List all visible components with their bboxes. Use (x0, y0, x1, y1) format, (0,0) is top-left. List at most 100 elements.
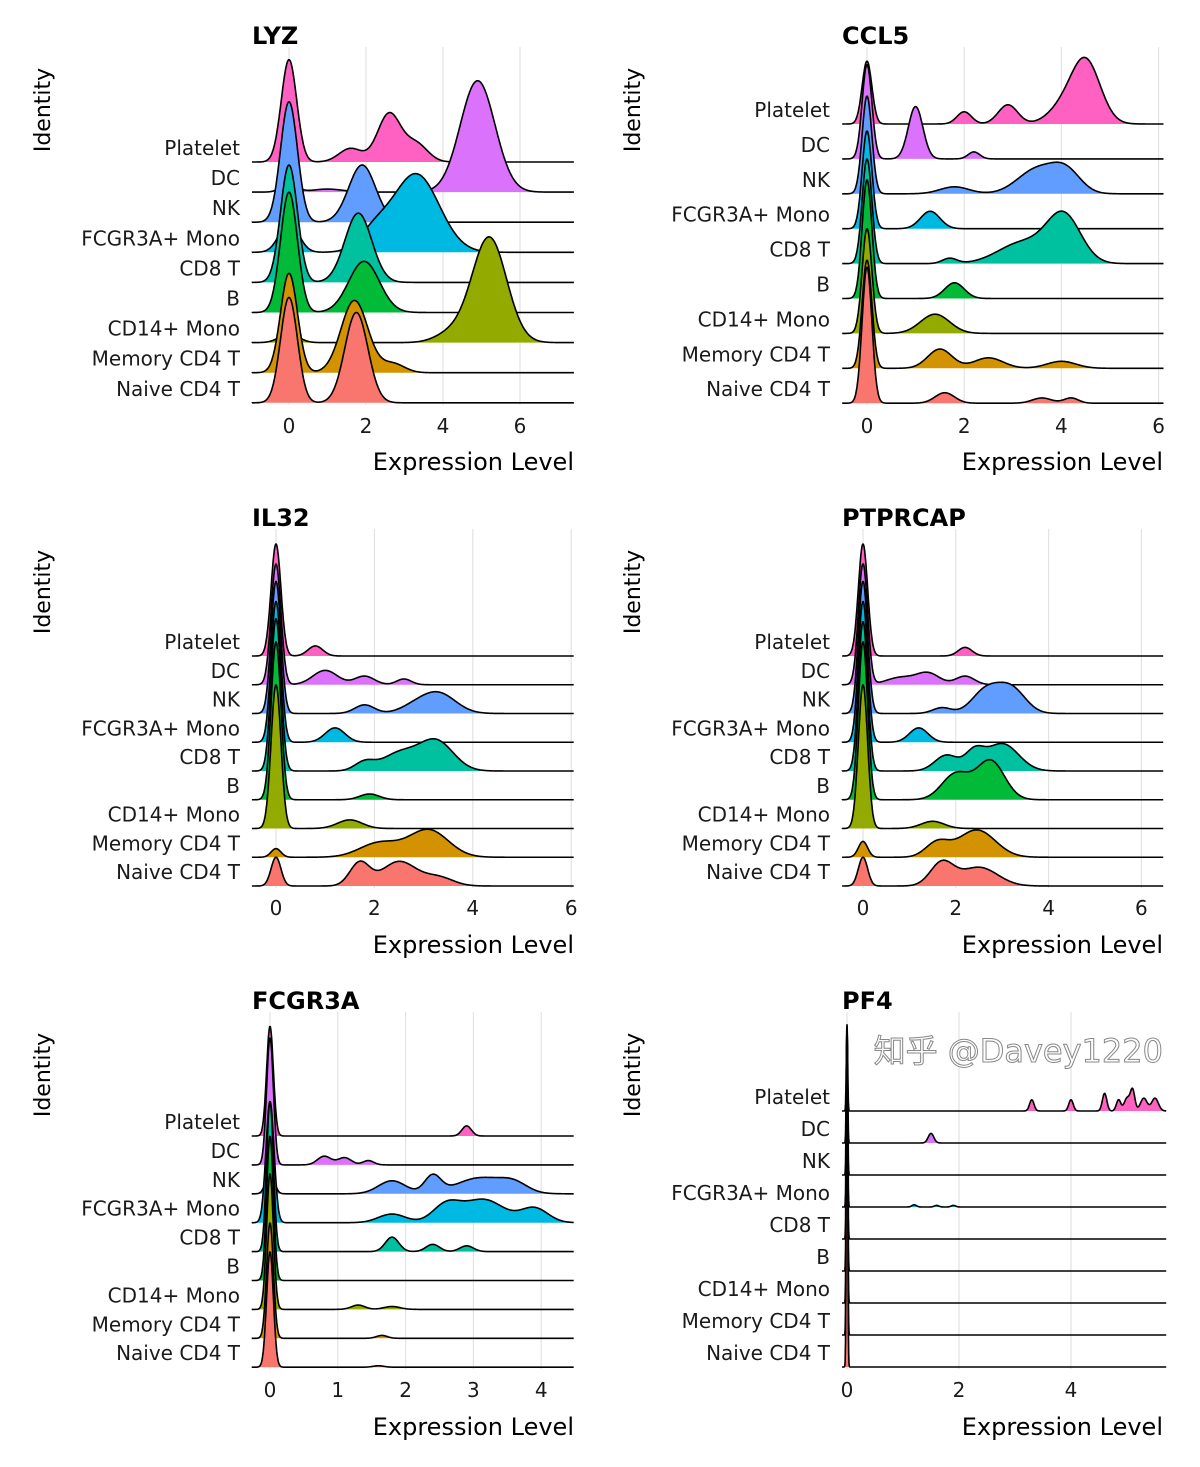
identity-label: DC (801, 133, 830, 157)
x-tick-label: 4 (437, 414, 450, 438)
x-axis-label: Expression Level (962, 1413, 1163, 1441)
panel-lyz: Platelet DC NK FCGR3A+ Mono CD8 T B CD14+ Mono… (31, 22, 575, 476)
identity-label: B (816, 1245, 830, 1269)
ridge-line-fcgr3a-mono (842, 130, 1164, 230)
ridge-line-memory-cd4-t (842, 259, 1164, 370)
ridge-fill-dc (252, 80, 574, 193)
ridge-fill-fcgr3a-mono (842, 131, 1164, 229)
ridge-line-platelet (842, 543, 1164, 657)
ridge-line-memory-cd4-t (251, 272, 575, 374)
ridge-line-b (251, 191, 575, 314)
identity-label: B (226, 1255, 240, 1279)
identity-label: NK (212, 1168, 241, 1192)
identity-label: NK (212, 688, 241, 712)
identity-label: FCGR3A+ Mono (671, 1181, 830, 1205)
x-tick-label: 3 (467, 1378, 480, 1402)
ridge-line-b (841, 641, 1164, 801)
ridge-line-platelet (251, 543, 574, 657)
panel-title: CCL5 (842, 22, 909, 50)
ridge-line-dc (251, 563, 574, 686)
x-tick-label: 0 (264, 1378, 277, 1402)
ridge-line-b (251, 1135, 574, 1282)
identity-label: Naive CD4 T (706, 377, 831, 401)
ridge-fill-dc (251, 564, 574, 685)
panel-title: PTPRCAP (842, 504, 966, 532)
ridge-line-naive-cd4-t (251, 296, 575, 404)
ridge-line-cd8-t (842, 158, 1164, 265)
identity-label: FCGR3A+ Mono (671, 716, 830, 740)
ridge-line-cd8-t (841, 1027, 1167, 1240)
x-tick-label: 2 (958, 414, 971, 438)
identity-label: DC (211, 1139, 240, 1163)
x-tick-label: 0 (841, 1378, 854, 1402)
identity-label: Naive CD4 T (706, 860, 831, 884)
ridge-fill-nk (251, 581, 574, 714)
ridge-line-nk (251, 1169, 574, 1195)
x-tick-label: 6 (1152, 414, 1165, 438)
panel-il32: Platelet DC NK FCGR3A+ Mono CD8 T B CD14+ Mono… (31, 504, 578, 959)
identity-label: Memory CD4 T (92, 347, 241, 371)
identity-label: Naive CD4 T (116, 860, 241, 884)
x-tick-label: 0 (861, 414, 874, 438)
ridge-line-cd8-t (251, 618, 574, 772)
ridge-line-naive-cd4-t (251, 856, 574, 887)
y-axis-label: Identity (31, 1033, 56, 1117)
ridge-line-fcgr3a-mono (251, 600, 574, 744)
x-axis-label: Expression Level (962, 448, 1163, 476)
ridge-fill-naive-cd4-t (252, 297, 574, 403)
identity-label: Platelet (164, 1110, 240, 1134)
ridge-line-cd14-mono (841, 1027, 1167, 1304)
ridge-line-naive-cd4-t (841, 1027, 1167, 1368)
y-axis-label: Identity (621, 550, 646, 634)
identity-label: CD8 T (769, 745, 830, 769)
identity-label: Memory CD4 T (682, 1309, 831, 1333)
ridge-fill-cd14-mono (252, 236, 574, 343)
x-tick-label: 4 (535, 1378, 548, 1402)
identity-label: CD8 T (179, 745, 240, 769)
ridge-line-memory-cd4-t (251, 828, 574, 859)
identity-label: NK (212, 196, 241, 220)
identity-label: Platelet (164, 630, 240, 654)
x-tick-label: 2 (953, 1378, 966, 1402)
ridge-fill-dc (251, 1038, 574, 1165)
x-tick-label: 6 (514, 414, 527, 438)
ridge-fill-cd8-t (251, 618, 574, 771)
y-axis-label: Identity (31, 68, 56, 152)
identity-label: CD14+ Mono (698, 1277, 830, 1301)
ridge-fill-memory-cd4-t (251, 829, 574, 858)
ridge-line-nk (841, 1027, 1167, 1176)
ridge-line-fcgr3a-mono (251, 1100, 574, 1224)
ridge-line-nk (251, 580, 574, 715)
identity-label: Naive CD4 T (116, 1341, 241, 1365)
ridge-line-nk (842, 95, 1164, 195)
identity-label: Platelet (754, 1085, 830, 1109)
ridge-line-cd14-mono (841, 684, 1164, 830)
x-tick-label: 0 (857, 896, 870, 920)
x-tick-label: 2 (360, 414, 373, 438)
identity-label: CD14+ Mono (108, 1283, 240, 1307)
ridge-fill-cd14-mono (842, 228, 1164, 334)
ridge-line-naive-cd4-t (842, 856, 1164, 887)
identity-label: Memory CD4 T (682, 831, 831, 855)
x-axis-label: Expression Level (373, 931, 574, 959)
x-axis-label: Expression Level (962, 931, 1163, 959)
identity-label: CD8 T (769, 238, 830, 262)
ridge-line-dc (842, 64, 1164, 160)
identity-label: DC (801, 659, 830, 683)
ridge-line-fcgr3a-mono (841, 600, 1164, 744)
ridge-fill-b (251, 641, 574, 800)
identity-label: CD14+ Mono (108, 317, 240, 341)
y-axis-label: Identity (621, 68, 646, 152)
ridge-line-naive-cd4-t (842, 266, 1164, 404)
ridge-fill-platelet (842, 57, 1164, 124)
ridge-fill-fcgr3a-mono (842, 601, 1164, 743)
ridge-line-platelet (841, 1023, 1167, 1112)
y-axis-label: Identity (31, 550, 56, 634)
ridge-fill-b (842, 641, 1164, 800)
identity-label: Memory CD4 T (682, 342, 831, 366)
ridge-line-cd14-mono (842, 228, 1164, 335)
identity-label: CD8 T (179, 1226, 240, 1250)
ridge-line-cd8-t (841, 621, 1164, 772)
ridge-line-cd14-mono (251, 1173, 574, 1311)
